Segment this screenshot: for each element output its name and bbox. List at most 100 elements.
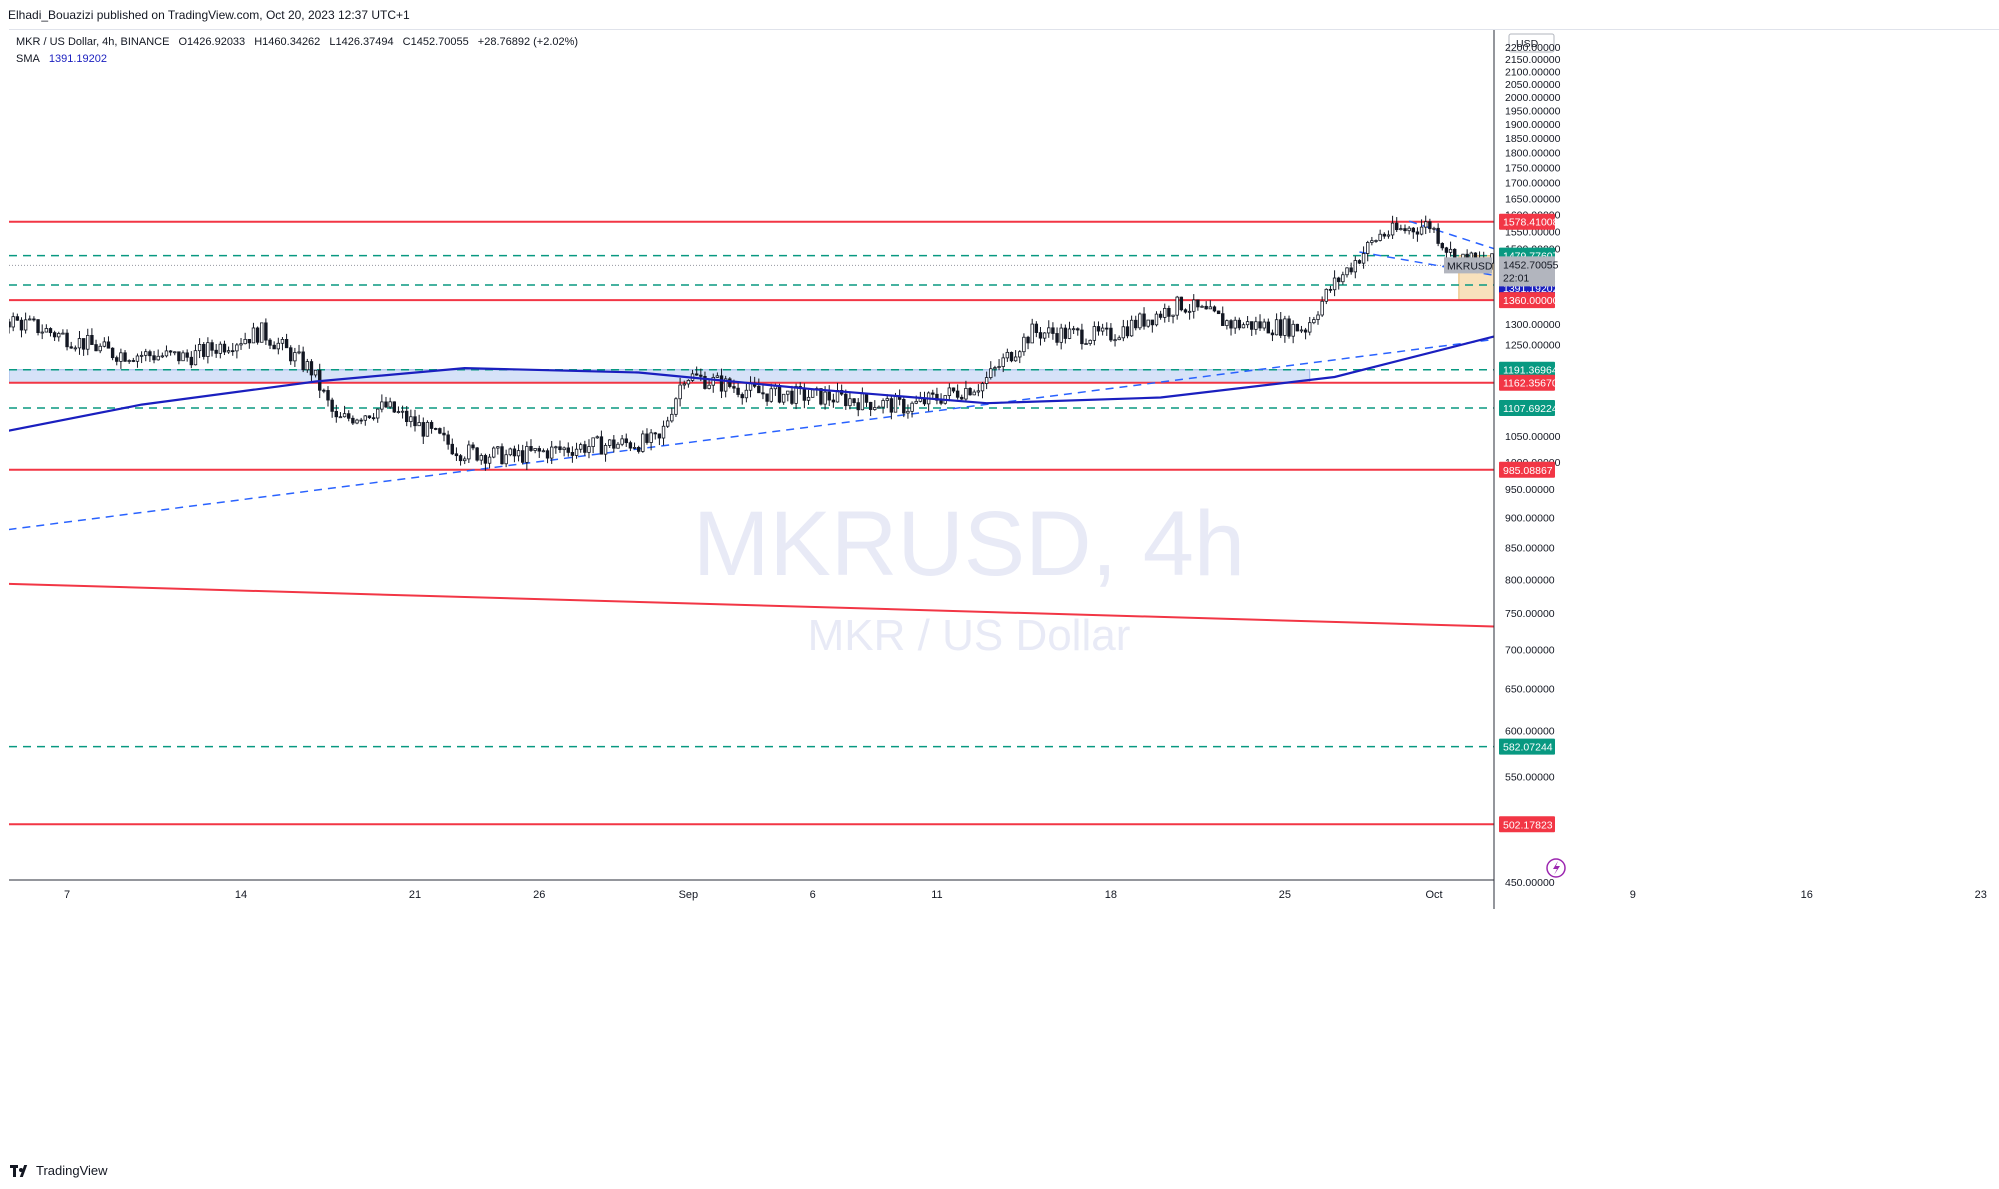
candle-body xyxy=(9,321,11,328)
price-tag-text: 1578.41008 xyxy=(1503,217,1559,229)
candle-body xyxy=(1361,253,1366,264)
candle-body xyxy=(1685,291,1688,294)
candle-body xyxy=(1590,281,1593,289)
candle-body xyxy=(442,432,446,436)
candle-body xyxy=(1743,285,1746,286)
candle-body xyxy=(1399,228,1403,231)
candle-body xyxy=(119,352,123,362)
candle-body xyxy=(1436,227,1440,244)
candle-body xyxy=(77,338,82,349)
candle-body xyxy=(1735,275,1738,286)
candle-body xyxy=(19,319,24,331)
candle-body xyxy=(570,452,575,456)
price-tick-label: 2200.00000 xyxy=(1505,42,1561,54)
candle-body xyxy=(931,392,935,395)
candle-body xyxy=(226,350,231,353)
candle-body xyxy=(32,318,36,321)
candle-body xyxy=(487,456,492,464)
sma-row: SMA 1391.19202 xyxy=(16,51,584,68)
price-tick-label: 950.00000 xyxy=(1505,484,1555,496)
candle-body xyxy=(15,316,20,321)
candle-body xyxy=(115,357,119,362)
candle-body xyxy=(1018,351,1022,358)
candle-body xyxy=(1316,314,1320,320)
price-tick-label: 2000.00000 xyxy=(1505,92,1561,104)
candle-body xyxy=(342,413,347,418)
price-tick-label: 650.00000 xyxy=(1505,684,1555,696)
candle-body xyxy=(429,421,434,429)
candle-body xyxy=(1644,293,1647,294)
currency-button[interactable] xyxy=(1508,33,1555,53)
candle-body xyxy=(1901,263,1904,269)
candle-body xyxy=(1785,261,1788,264)
trend-line xyxy=(1408,220,1494,250)
candle-body xyxy=(1892,260,1895,267)
candle-body xyxy=(181,352,185,362)
currency-label: USD xyxy=(1516,38,1539,50)
candle-body xyxy=(1656,294,1659,302)
candle-body xyxy=(1142,313,1146,327)
candle-body xyxy=(1349,267,1353,273)
price-tick-label: 1800.00000 xyxy=(1505,148,1561,160)
candle-body xyxy=(1565,269,1568,284)
candle-body xyxy=(276,342,281,350)
candle-body xyxy=(599,436,604,455)
candle-body xyxy=(492,447,496,458)
candle-body xyxy=(1619,293,1622,296)
candle-body xyxy=(1598,291,1601,294)
zone-box xyxy=(9,369,1311,384)
candle-body xyxy=(864,393,869,403)
candle-body xyxy=(1814,263,1817,272)
watermark-symbol: MKRUSD, 4h xyxy=(693,493,1245,595)
candle-body xyxy=(1569,272,1572,285)
candle-body xyxy=(450,443,454,455)
time-tick-label: 21 xyxy=(409,889,421,901)
candle-body xyxy=(744,389,749,399)
candle-body xyxy=(11,316,15,328)
candle-body xyxy=(61,332,65,335)
candle-body xyxy=(396,411,401,413)
candle-body xyxy=(1212,306,1217,312)
candle-body xyxy=(1370,240,1374,243)
price-tick-label: 2050.00000 xyxy=(1505,79,1561,91)
low-value: L1426.37494 xyxy=(329,36,394,48)
candle-body xyxy=(1719,292,1722,297)
candle-body xyxy=(1030,323,1034,344)
candle-body xyxy=(1777,273,1780,274)
symbol-info: MKR / US Dollar, 4h, BINANCE xyxy=(16,36,170,48)
candle-body xyxy=(1872,274,1875,282)
chart-area[interactable]: MKRUSD, 4h MKR / US Dollar USD 2200.00000 21… xyxy=(9,29,1999,1160)
candle-body xyxy=(1088,339,1092,344)
candle-body xyxy=(392,401,396,413)
price-tick-label: 1850.00000 xyxy=(1505,133,1561,145)
candle-body xyxy=(1847,281,1850,284)
candle-body xyxy=(1303,329,1308,333)
candle-body xyxy=(177,351,181,362)
candle-body xyxy=(512,448,517,457)
candle-body xyxy=(910,402,914,412)
candle-body xyxy=(736,387,740,395)
trend-line xyxy=(9,338,1494,531)
candle-body xyxy=(338,416,343,419)
candle-body xyxy=(989,368,993,378)
candle-body xyxy=(877,406,881,409)
candle-body xyxy=(1179,296,1184,311)
candle-body xyxy=(541,450,546,453)
price-tick-label: 750.00000 xyxy=(1505,608,1555,620)
candle-body xyxy=(1694,286,1697,297)
sma-line xyxy=(9,335,1494,432)
candle-body xyxy=(264,322,268,341)
candle-body xyxy=(1603,282,1606,295)
candle-body xyxy=(1287,318,1291,337)
candle-body xyxy=(73,347,78,350)
price-axis: USD2200.000002150.000002100.000002050.00… xyxy=(1499,33,1561,889)
candle-body xyxy=(458,455,463,462)
price-tag xyxy=(1499,374,1555,391)
tradingview-logo-icon xyxy=(10,1164,30,1177)
candle-body xyxy=(1781,261,1784,274)
candle-body xyxy=(955,390,960,398)
candle-body xyxy=(1121,326,1126,339)
countdown-text: 22:01 xyxy=(1503,272,1529,284)
candle-body xyxy=(533,448,537,451)
